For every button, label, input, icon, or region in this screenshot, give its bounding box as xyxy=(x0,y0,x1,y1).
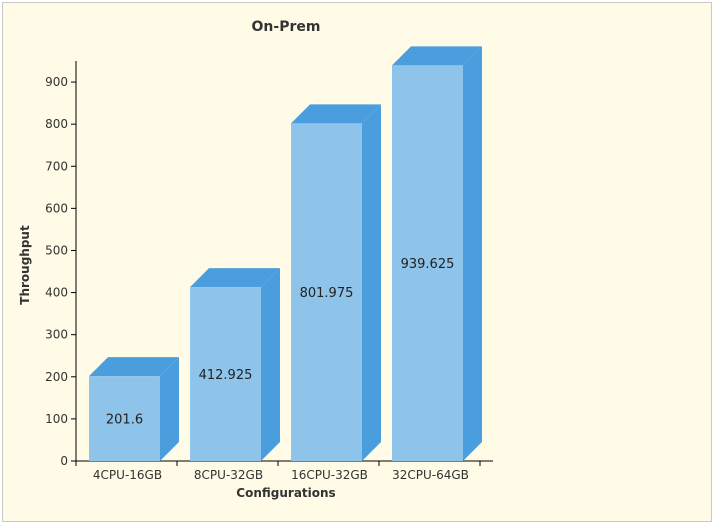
y-tick-label: 300 xyxy=(45,328,68,342)
bar-side-face xyxy=(362,104,381,461)
bar-top-face xyxy=(89,357,179,377)
bar-value-label: 201.6 xyxy=(106,413,143,428)
bar-front-face xyxy=(89,376,160,461)
bar-side-face xyxy=(261,268,280,461)
bar-front-face xyxy=(291,123,362,461)
x-axis-title: Configurations xyxy=(236,486,335,500)
bar-side-face xyxy=(463,46,482,462)
y-tick-label: 800 xyxy=(45,117,68,131)
bar-16cpu-32gb: 801.975 xyxy=(291,104,381,461)
bars: 201.6 412.925 801.975 939.625 xyxy=(89,46,482,462)
bar-top-face xyxy=(291,104,381,124)
y-tick-label: 100 xyxy=(45,412,68,426)
x-tick-label: 4CPU-16GB xyxy=(93,468,162,482)
bar-32cpu-64gb: 939.625 xyxy=(392,46,482,462)
x-axis: 4CPU-16GB 8CPU-32GB 16CPU-32GB 32CPU-64GB xyxy=(75,460,493,482)
bar-front-face xyxy=(190,287,261,461)
y-tick-label: 0 xyxy=(60,454,68,468)
bar-front-face xyxy=(392,65,463,462)
y-tick-label: 600 xyxy=(45,201,68,215)
bar-side-face xyxy=(160,357,179,461)
y-axis-title: Throughput xyxy=(18,225,32,305)
y-tick-label: 200 xyxy=(45,370,68,384)
chart-title: On-Prem xyxy=(252,19,321,35)
y-tick-label: 400 xyxy=(45,286,68,300)
bar-top-face xyxy=(190,268,280,288)
x-tick-label: 16CPU-32GB xyxy=(291,468,368,482)
y-tick-label: 900 xyxy=(45,75,68,89)
x-tick-label: 8CPU-32GB xyxy=(194,468,263,482)
y-tick-label: 700 xyxy=(45,159,68,173)
y-tick-label: 500 xyxy=(45,243,68,257)
bar-top-face xyxy=(392,46,482,66)
bar-chart: On-Prem Configurations Throughput 0 100 20… xyxy=(18,19,493,500)
bar-value-label: 412.925 xyxy=(199,368,253,383)
bar-4cpu-16gb: 201.6 xyxy=(89,357,179,461)
x-tick-label: 32CPU-64GB xyxy=(392,468,469,482)
bar-value-label: 939.625 xyxy=(401,257,455,272)
bar-value-label: 801.975 xyxy=(300,286,354,301)
bar-8cpu-32gb: 412.925 xyxy=(190,268,280,461)
y-axis: 0 100 200 300 400 500 600 700 800 900 xyxy=(45,61,77,468)
